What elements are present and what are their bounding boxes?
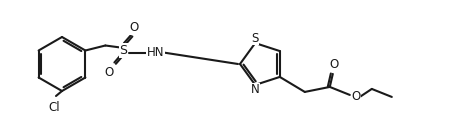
- Text: O: O: [351, 90, 360, 103]
- Text: S: S: [119, 44, 127, 57]
- Text: O: O: [329, 58, 338, 71]
- Text: HN: HN: [147, 46, 164, 59]
- Text: O: O: [105, 66, 114, 79]
- Text: N: N: [251, 83, 260, 96]
- Text: O: O: [130, 21, 139, 34]
- Text: S: S: [252, 32, 259, 45]
- Text: Cl: Cl: [48, 101, 60, 114]
